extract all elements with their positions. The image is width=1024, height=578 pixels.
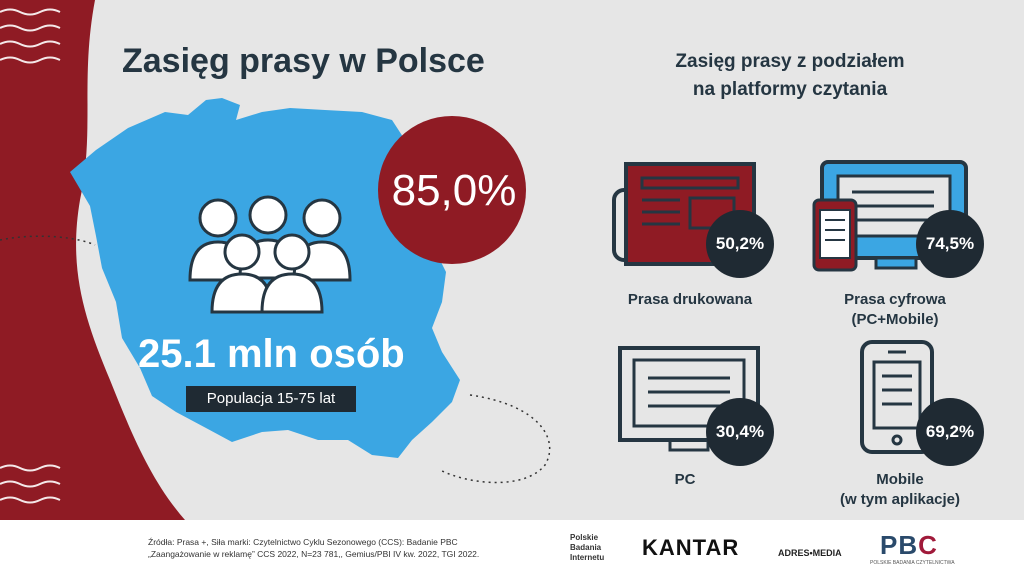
- sources-line2: „Zaangażowanie w reklamę” CCS 2022, N=23…: [148, 549, 480, 559]
- badge-mobile: [916, 398, 984, 466]
- pbi-logo-line3: Internetu: [570, 553, 605, 562]
- label-pc: PC: [585, 470, 785, 490]
- persons-count: 25.1 mln osób: [138, 332, 405, 376]
- wave-lines-top-left: [0, 8, 61, 64]
- smartphone-icon: [860, 340, 934, 454]
- label-pc-line1: PC: [674, 471, 696, 488]
- pbc-logo-c: C: [918, 530, 938, 560]
- label-mobile-line2: (w tym aplikacje): [839, 491, 961, 508]
- kantar-logo: KANTAR: [642, 535, 740, 560]
- maroon-band: [0, 0, 185, 520]
- badge-printed: [706, 210, 774, 278]
- badge-pc: [706, 398, 774, 466]
- badge-printed-value: 50,2%: [715, 234, 765, 253]
- pbi-logo-line1: Polskie: [570, 533, 599, 542]
- wave-lines-bottom-left: [0, 464, 61, 504]
- pbc-logo-pb: PB: [880, 530, 919, 560]
- main-title: Zasięg prasy w Polsce: [122, 42, 485, 80]
- sources-line1: Źródła: Prasa +, Siła marki: Czytelnictw…: [148, 537, 458, 547]
- badge-digital: [916, 210, 984, 278]
- desktop-monitor-icon: [618, 346, 760, 452]
- dotted-orbit-left: [0, 235, 96, 246]
- badge-pc-value: 30,4%: [715, 422, 765, 441]
- platforms-title-line2: na platformy czytania: [692, 79, 888, 100]
- people-group-icon: [188, 195, 352, 314]
- pbc-logo: PBC: [880, 530, 938, 561]
- label-digital: Prasa cyfrowa (PC+Mobile): [795, 290, 995, 330]
- adres-media-logo: ADRES•MEDIA: [778, 548, 842, 558]
- platforms-title-line1: Zasięg prasy z podziałem: [675, 51, 905, 72]
- population-tag: Populacja 15-75 lat: [186, 386, 356, 412]
- label-digital-line1: Prasa cyfrowa: [844, 291, 946, 308]
- label-mobile-line1: Mobile: [876, 471, 924, 488]
- label-digital-line2: (PC+Mobile): [851, 311, 939, 328]
- label-printed-line1: Prasa drukowana: [627, 291, 753, 308]
- badge-digital-value: 74,5%: [925, 234, 975, 253]
- pbi-logo-text: Polskie Badania Internetu: [570, 533, 604, 563]
- pbi-logo-line2: Badania: [570, 543, 602, 552]
- pbc-logo-subtitle: POLSKIE BADANIA CZYTELNICTWA: [870, 560, 955, 566]
- badge-mobile-value: 69,2%: [925, 422, 975, 441]
- sources-text: Źródła: Prasa +, Siła marki: Czytelnictw…: [148, 536, 508, 560]
- reach-circle: [378, 116, 526, 264]
- reach-percent: 85,0%: [391, 166, 517, 215]
- label-mobile: Mobile (w tym aplikacje): [800, 470, 1000, 510]
- footer-bar: [0, 520, 1024, 578]
- platforms-title: Zasięg prasy z podziałem na platformy cz…: [600, 48, 980, 104]
- label-printed: Prasa drukowana: [590, 290, 790, 310]
- dotted-orbit-right: [439, 394, 551, 484]
